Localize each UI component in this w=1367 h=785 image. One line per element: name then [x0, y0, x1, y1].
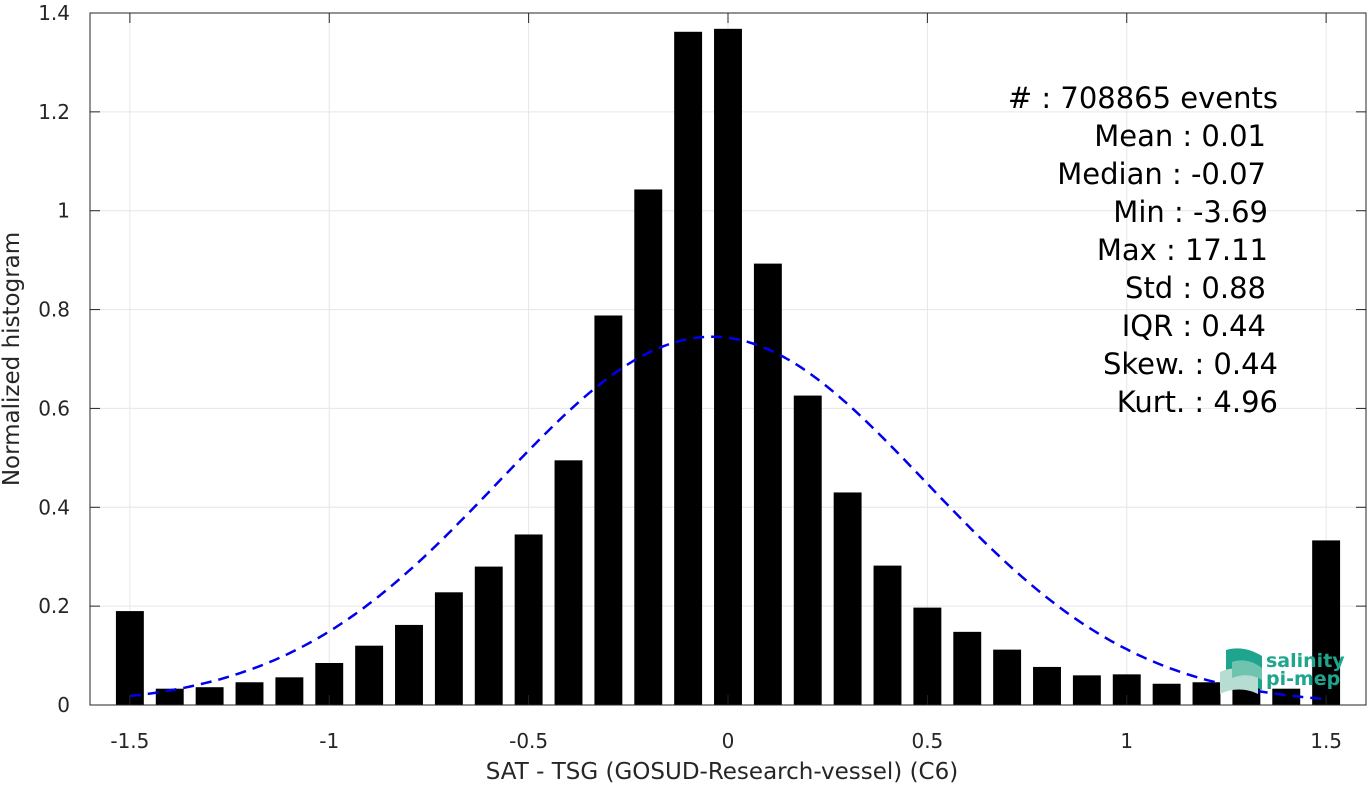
- histogram-bar: [1272, 688, 1301, 705]
- y-tick-label: 1.2: [38, 100, 70, 124]
- histogram-bar: [155, 688, 184, 705]
- y-tick-label: 1: [57, 199, 70, 223]
- histogram-bar: [355, 645, 384, 705]
- histogram-bar: [913, 607, 942, 705]
- histogram-bar: [1033, 666, 1061, 705]
- stat-std: Std : 0.88: [1125, 271, 1266, 305]
- histogram-bar: [514, 534, 543, 705]
- x-tick-label: -0.5: [509, 729, 548, 753]
- x-tick-label: 0: [722, 729, 735, 753]
- logo-line1: salinity: [1266, 650, 1345, 672]
- histogram-bar: [434, 592, 463, 705]
- histogram-bar: [1072, 675, 1101, 705]
- x-axis-label: SAT - TSG (GOSUD-Research-vessel) (C6): [486, 759, 958, 785]
- x-tick-label: 1.5: [1310, 729, 1342, 753]
- gaussian-fit-curve: [129, 335, 1327, 701]
- histogram-bar: [195, 687, 224, 705]
- x-tick-label: 0.5: [911, 729, 943, 753]
- y-tick-label: 0.8: [38, 298, 70, 322]
- histogram-bar: [953, 631, 982, 705]
- stat-mean: Mean : 0.01: [1094, 119, 1266, 153]
- stat-events: # : 708865 events: [1008, 81, 1278, 115]
- stat-kurt: Kurt. : 4.96: [1117, 385, 1278, 419]
- x-tick-label: -1.5: [110, 729, 149, 753]
- histogram-bar: [1152, 683, 1181, 705]
- stat-median: Median : -0.07: [1057, 157, 1266, 191]
- y-axis-label: Normalized histogram: [0, 232, 25, 486]
- x-tick-label: 1: [1120, 729, 1133, 753]
- histogram-bar: [395, 624, 423, 705]
- histogram-bar: [674, 31, 703, 706]
- histogram-bar: [793, 395, 822, 705]
- histogram-bar: [115, 611, 144, 705]
- histogram-bar: [714, 28, 742, 706]
- stat-iqr: IQR : 0.44: [1122, 309, 1266, 343]
- histogram-bar: [873, 565, 902, 705]
- y-tick-label: 0.2: [38, 594, 70, 618]
- histogram-bar: [1312, 540, 1341, 705]
- salinity-pi-mep-logo: salinity pi-mep: [1220, 648, 1345, 694]
- y-tick-label: 0: [57, 693, 70, 717]
- y-tick-label: 0.4: [38, 495, 70, 519]
- histogram-bar: [753, 263, 782, 705]
- histogram-bar: [833, 492, 862, 705]
- histogram-bar: [1192, 682, 1221, 705]
- histogram-bar: [235, 682, 264, 705]
- y-tick-label: 1.4: [38, 1, 70, 25]
- logo-line2: pi-mep: [1266, 668, 1340, 690]
- stat-min: Min : -3.69: [1113, 195, 1268, 229]
- stat-skew: Skew. : 0.44: [1103, 347, 1278, 381]
- histogram-bar: [634, 189, 663, 705]
- histogram-bars: [115, 28, 1341, 706]
- histogram-bar: [594, 315, 623, 705]
- x-tick-label: -1: [319, 729, 339, 753]
- y-tick-label: 0.6: [38, 396, 70, 420]
- histogram-bar: [993, 649, 1022, 705]
- axis-ticks: -1.5 -1 -0.5 0 0.5 1 1.5 0 0.2 0.4 0.6 0.8 1 1.2 1.4: [38, 1, 1366, 753]
- histogram-bar: [554, 460, 583, 705]
- logo-wave-icon: [1220, 648, 1262, 694]
- stat-max: Max : 17.11: [1097, 233, 1268, 267]
- histogram-bar: [275, 677, 304, 705]
- histogram-bar: [474, 566, 503, 705]
